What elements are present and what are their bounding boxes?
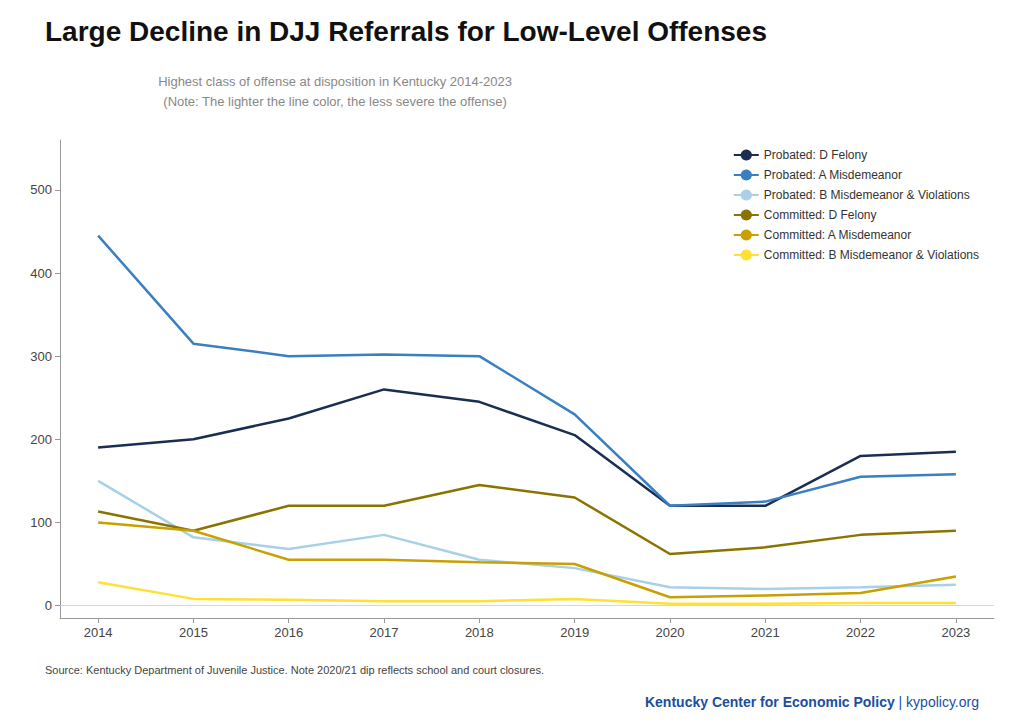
svg-text:0: 0 — [45, 598, 52, 613]
svg-text:Probated: B Misdemeanor & Viol: Probated: B Misdemeanor & Violations — [764, 188, 970, 202]
svg-text:2021: 2021 — [751, 625, 780, 640]
svg-text:Committed: A Misdemeanor: Committed: A Misdemeanor — [764, 228, 911, 242]
svg-text:Large Decline in DJJ Referrals: Large Decline in DJJ Referrals for Low-L… — [45, 16, 767, 47]
svg-text:2014: 2014 — [84, 625, 113, 640]
svg-text:(Note: The lighter the line co: (Note: The lighter the line color, the l… — [163, 94, 507, 109]
svg-text:2019: 2019 — [560, 625, 589, 640]
svg-text:2015: 2015 — [179, 625, 208, 640]
svg-text:2017: 2017 — [370, 625, 399, 640]
svg-text:500: 500 — [30, 182, 52, 197]
svg-text:100: 100 — [30, 515, 52, 530]
svg-text:Committed: D Felony: Committed: D Felony — [764, 208, 877, 222]
svg-text:2016: 2016 — [274, 625, 303, 640]
svg-text:400: 400 — [30, 266, 52, 281]
svg-text:| kypolicy.org: | kypolicy.org — [899, 694, 979, 710]
svg-text:Committed: B Misdemeanor & Vio: Committed: B Misdemeanor & Violations — [764, 248, 979, 262]
svg-text:300: 300 — [30, 349, 52, 364]
svg-text:2022: 2022 — [846, 625, 875, 640]
svg-text:2018: 2018 — [465, 625, 494, 640]
svg-text:Kentucky Center for Economic P: Kentucky Center for Economic Policy — [645, 694, 895, 710]
svg-text:Probated: A Misdemeanor: Probated: A Misdemeanor — [764, 168, 902, 182]
svg-text:2023: 2023 — [941, 625, 970, 640]
svg-text:Source: Kentucky Department of: Source: Kentucky Department of Juvenile … — [45, 664, 544, 676]
svg-text:200: 200 — [30, 432, 52, 447]
svg-text:Highest class of offense at di: Highest class of offense at disposition … — [158, 74, 512, 89]
svg-text:Probated: D Felony: Probated: D Felony — [764, 148, 867, 162]
svg-text:2020: 2020 — [655, 625, 684, 640]
